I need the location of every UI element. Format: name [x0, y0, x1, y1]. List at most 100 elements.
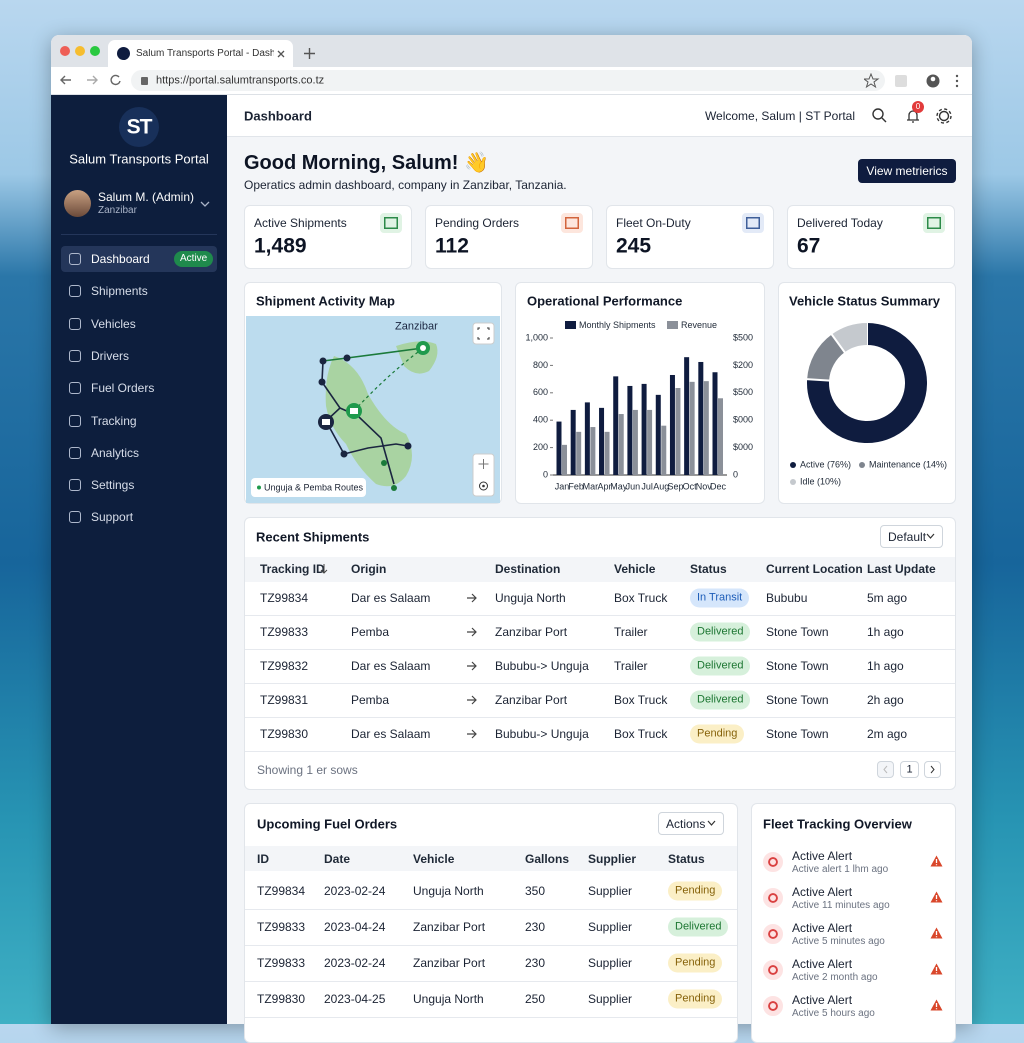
column-header: ID: [257, 852, 269, 866]
cell: Supplier: [588, 920, 633, 934]
nav-item[interactable]: Vehicles: [91, 316, 136, 331]
pager-arrows: [883, 765, 935, 774]
column-header: Last Update: [867, 562, 936, 576]
page-number[interactable]: 1: [906, 763, 913, 776]
greeting-subtitle: Operatics admin dashboard, company in Za…: [244, 178, 567, 192]
nav-buttons[interactable]: [58, 72, 128, 88]
status-pill: Delivered: [668, 917, 729, 937]
map-place-label: Zanzibar: [395, 320, 438, 333]
x-tick-label: Jun: [626, 481, 641, 491]
nav-item[interactable]: Shipments: [91, 284, 148, 299]
avatar[interactable]: [64, 190, 91, 217]
vehicle-status-card: [778, 282, 956, 504]
cell: Dar es Salaam: [351, 727, 431, 741]
url[interactable]: https://portal.salumtransports.co.tz: [156, 74, 325, 87]
kpi-icon: [561, 213, 583, 233]
legend-label: Revenue: [681, 320, 717, 330]
x-tick-label: Jan: [555, 481, 570, 491]
maximize-dot[interactable]: [90, 46, 100, 56]
cell: Zanzibar Port: [495, 693, 568, 707]
status-pill: Pending: [668, 953, 723, 973]
nav-item[interactable]: Dashboard: [91, 252, 150, 266]
y2-tick-label: 0: [733, 469, 738, 479]
row-divider: [245, 717, 955, 718]
y-tick-label: 600: [533, 387, 548, 397]
alert-title[interactable]: Active Alert: [792, 849, 853, 863]
nav-icon: [69, 349, 81, 362]
map[interactable]: [246, 316, 500, 503]
bar: [590, 427, 596, 475]
user-menu-caret[interactable]: [200, 200, 210, 208]
header-icons[interactable]: [871, 107, 956, 125]
nav-item[interactable]: Support: [91, 510, 134, 525]
row-divider: [245, 909, 737, 910]
nav-badge: Active: [174, 251, 214, 267]
page-next[interactable]: [924, 761, 941, 778]
tab-title[interactable]: Salum Transports Portal - Dash: [136, 49, 274, 59]
minimize-dot[interactable]: [75, 46, 85, 56]
nav-item[interactable]: Settings: [91, 478, 135, 493]
filter-caret[interactable]: [926, 533, 935, 540]
tab-close[interactable]: [276, 49, 286, 59]
close-dot[interactable]: [60, 46, 70, 56]
performance-title: Operational Performance: [527, 293, 683, 309]
alert-title[interactable]: Active Alert: [792, 921, 853, 935]
nav-item[interactable]: Drivers: [91, 348, 129, 363]
page-prev[interactable]: [877, 761, 894, 778]
alert-detail: Active 11 minutes ago: [792, 900, 890, 911]
shipments-footer: Showing 1 er sows: [257, 763, 358, 777]
cell: Supplier: [588, 992, 633, 1006]
toolbar-icons[interactable]: [864, 73, 964, 89]
y-tick-label: 0: [543, 469, 548, 479]
shipments-header-row: [245, 557, 955, 582]
status-pill: Pending: [690, 724, 745, 744]
nav-icon: [69, 285, 81, 298]
filter-dropdown[interactable]: [880, 525, 943, 548]
actions-caret[interactable]: [707, 820, 716, 827]
cell: 230: [525, 920, 546, 934]
alert-warning: [930, 891, 943, 903]
view-metrics-label[interactable]: View metrierics: [866, 164, 948, 178]
new-tab[interactable]: [303, 47, 316, 60]
alert-title[interactable]: Active Alert: [792, 885, 853, 899]
alert-warning: [930, 999, 943, 1011]
y-tick-label: 200: [533, 442, 548, 452]
nav-item[interactable]: Fuel Orders: [91, 381, 155, 396]
logo-badge: [119, 107, 159, 147]
page-current[interactable]: [900, 761, 919, 778]
cell: Stone Town: [766, 693, 829, 707]
legend-label: Maintenance (14%): [869, 459, 947, 469]
y2-tick-label: $000: [733, 442, 753, 452]
legend-dot: [790, 462, 796, 468]
bar: [584, 402, 590, 475]
nav-item[interactable]: Analytics: [91, 445, 140, 460]
sort-arrow: [320, 564, 328, 574]
tab[interactable]: [108, 40, 293, 67]
alert-title[interactable]: Active Alert: [792, 957, 853, 971]
actions-button[interactable]: [658, 812, 724, 835]
actions-label[interactable]: Actions: [666, 817, 706, 831]
bar: [647, 409, 653, 475]
donut-segment: [831, 323, 868, 353]
cell: 2023-04-25: [324, 992, 386, 1006]
cell: 5m ago: [867, 591, 908, 605]
row-divider: [245, 1017, 737, 1018]
cell: Zanzibar Port: [495, 625, 568, 639]
address-bar[interactable]: [131, 70, 885, 91]
row-divider: [245, 751, 955, 752]
cell: Supplier: [588, 884, 633, 898]
alert-warning: [930, 963, 943, 975]
cell: 1h ago: [867, 625, 904, 639]
filter-label[interactable]: Default: [888, 530, 927, 544]
cell: Bububu-> Unguja: [495, 727, 589, 741]
column-header: Vehicle: [413, 852, 455, 866]
nav-item[interactable]: Tracking: [91, 413, 137, 428]
view-metrics-button[interactable]: [858, 159, 956, 183]
cell: 1h ago: [867, 659, 904, 673]
cell: Box Truck: [614, 591, 668, 605]
alert-warning: [930, 855, 943, 867]
user-name[interactable]: Salum M. (Admin): [98, 190, 195, 204]
bar: [604, 431, 610, 475]
alert-title[interactable]: Active Alert: [792, 993, 853, 1007]
